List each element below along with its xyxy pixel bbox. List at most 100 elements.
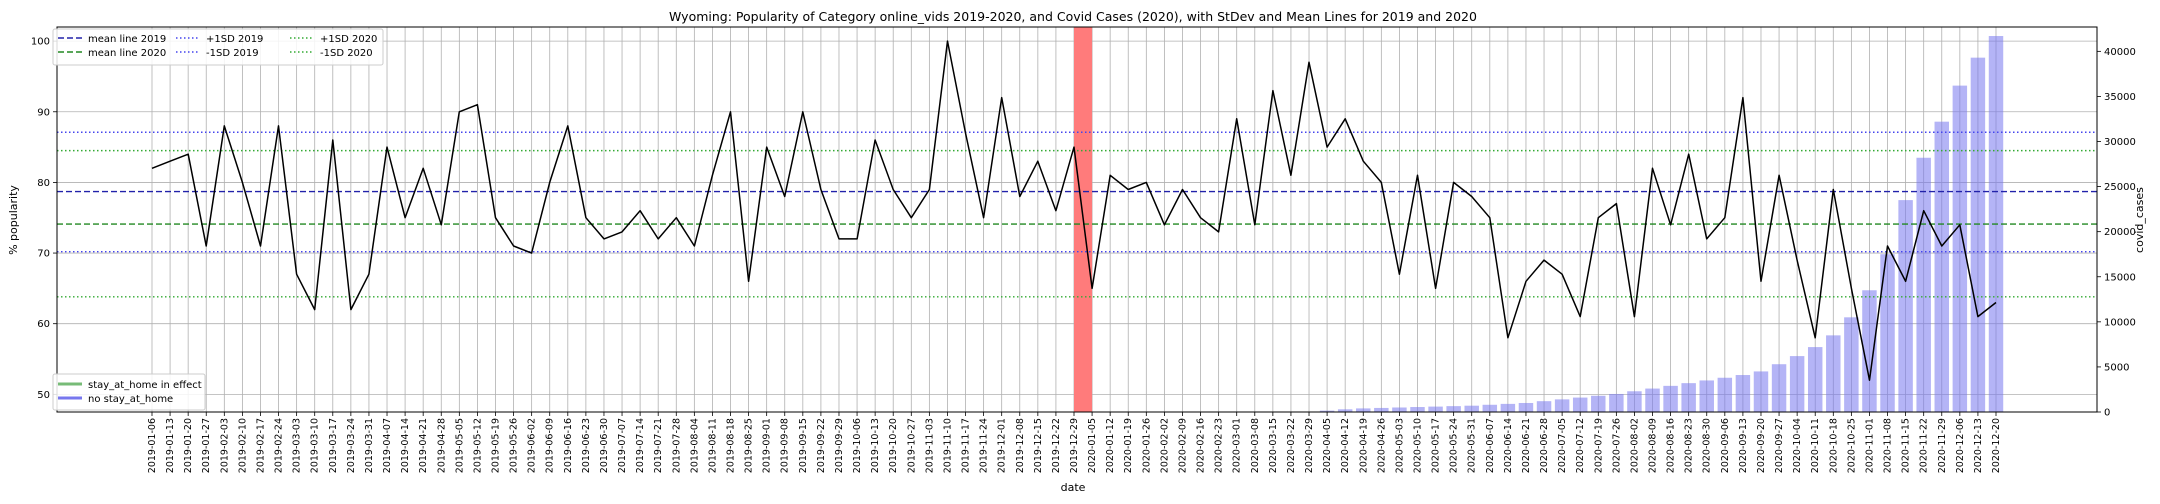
- covid-bar: [1699, 380, 1714, 412]
- covid-bar: [1952, 85, 1968, 412]
- y-tick-label: 50: [37, 390, 50, 401]
- covid-bar: [1753, 371, 1769, 412]
- x-tick-label: 2020-03-01: [1232, 418, 1243, 473]
- x-tick-label: 2020-09-06: [1720, 418, 1731, 473]
- x-tick-label: 2020-11-01: [1864, 418, 1875, 473]
- covid-bar: [1789, 356, 1805, 412]
- x-tick-label: 2020-07-05: [1557, 418, 1568, 473]
- x-tick-label: 2020-11-22: [1919, 418, 1930, 473]
- covid-bar: [1898, 200, 1913, 412]
- covid-bar: [1880, 254, 1895, 412]
- x-tick-label: 2019-03-17: [328, 418, 339, 473]
- x-axis-label: date: [1061, 481, 1086, 494]
- x-tick-label: 2020-06-28: [1539, 418, 1550, 473]
- x-tick-label: 2019-10-13: [870, 418, 881, 473]
- x-tick-label: 2019-09-29: [834, 418, 845, 473]
- y2-tick-label: 0: [2104, 408, 2110, 419]
- y2-tick-label: 10000: [2104, 317, 2136, 328]
- y2-tick-label: 25000: [2104, 182, 2136, 193]
- covid-bar: [1826, 335, 1841, 412]
- x-tick-label: 2019-11-24: [979, 418, 990, 473]
- x-tick-label: 2020-07-26: [1611, 418, 1622, 473]
- y2-tick-label: 20000: [2104, 227, 2136, 238]
- covid-bar: [1735, 375, 1751, 412]
- x-tick-label: 2020-10-25: [1846, 418, 1857, 473]
- legend-reference-lines: mean line 2019 mean line 2020 +1SD 2019 -1S…: [52, 28, 384, 66]
- plot-frame: [56, 26, 2098, 413]
- covid-bar: [1645, 388, 1660, 412]
- y-tick-label: 80: [37, 178, 50, 189]
- covid-bar: [1356, 408, 1371, 412]
- covid-bar: [1862, 290, 1877, 412]
- x-tick-label: 2020-11-29: [1937, 418, 1948, 473]
- x-tick-label: 2020-03-29: [1304, 418, 1315, 473]
- x-tick-label: 2020-09-20: [1756, 418, 1767, 473]
- covid-bar: [1934, 121, 1949, 413]
- x-tick-label: 2019-01-06: [147, 418, 158, 473]
- x-tick-label: 2020-10-04: [1792, 418, 1803, 473]
- x-tick-label: 2020-06-21: [1521, 418, 1532, 473]
- x-tick-label: 2019-12-22: [1051, 418, 1062, 473]
- x-tick-label: 2020-08-02: [1629, 418, 1640, 473]
- x-tick-label: 2020-01-12: [1105, 418, 1116, 473]
- x-tick-label: 2020-05-17: [1431, 418, 1442, 473]
- x-tick-label: 2019-02-03: [219, 418, 230, 473]
- x-tick-label: 2020-05-10: [1412, 418, 1423, 473]
- x-tick-label: 2019-03-24: [346, 418, 357, 473]
- x-tick-label: 2019-04-28: [436, 418, 447, 473]
- x-tick-label: 2019-12-08: [1015, 418, 1026, 473]
- x-tick-label: 2019-05-26: [509, 418, 520, 473]
- x-tick-label: 2019-08-18: [726, 418, 737, 473]
- covid-bar: [1572, 397, 1588, 412]
- x-tick-label: 2020-03-15: [1268, 418, 1279, 473]
- x-tick-label: 2020-12-13: [1973, 418, 1984, 473]
- x-tick-label: 2019-02-17: [255, 418, 266, 473]
- x-tick-label: 2019-08-11: [707, 418, 718, 473]
- x-tick-label: 2020-05-03: [1394, 418, 1405, 473]
- x-tick-label: 2019-09-01: [762, 418, 773, 473]
- x-tick-label: 2020-12-20: [1991, 418, 2002, 473]
- x-tick-label: 2020-02-09: [1177, 418, 1188, 473]
- covid-bar: [1374, 407, 1389, 412]
- x-tick-label: 2019-11-10: [942, 418, 953, 473]
- popularity-line: [151, 40, 1997, 381]
- x-tick-label: 2019-09-22: [816, 418, 827, 473]
- x-tick-label: 2019-12-15: [1033, 418, 1044, 473]
- x-tick-label: 2019-09-08: [780, 418, 791, 473]
- legend-label: +1SD 2019: [206, 34, 263, 45]
- x-tick-label: 2019-08-04: [689, 418, 700, 473]
- legend-box: [52, 373, 206, 411]
- x-tick-label: 2019-06-02: [527, 418, 538, 473]
- covid-bar: [1916, 157, 1931, 412]
- covid-bar: [1681, 383, 1696, 412]
- axes: 2019-01-06 2019-01-13 2019-01-20 2019-01-27…: [31, 37, 2136, 474]
- x-tick-label: 2019-10-20: [888, 418, 899, 473]
- x-tick-label: 2019-12-29: [1069, 418, 1080, 473]
- x-tick-label: 2020-08-23: [1684, 418, 1695, 473]
- legend-label: mean line 2020: [88, 48, 166, 59]
- covid-bar: [1807, 347, 1823, 412]
- covid-bar: [1446, 406, 1461, 412]
- x-tick-label: 2020-11-08: [1883, 418, 1894, 473]
- covid-bar: [1428, 406, 1443, 412]
- x-tick-label: 2020-04-26: [1376, 418, 1387, 473]
- x-tick-label: 2020-04-05: [1322, 418, 1333, 473]
- covid-bar: [1609, 393, 1624, 412]
- x-tick-label: 2020-04-12: [1340, 418, 1351, 473]
- covid-bar: [1392, 407, 1407, 412]
- x-tick-label: 2019-10-27: [906, 418, 917, 473]
- covid-bar: [1591, 395, 1606, 412]
- x-tick-label: 2020-08-09: [1648, 418, 1659, 473]
- legend-stay-at-home: stay_at_home in effect no stay_at_home: [52, 373, 206, 411]
- legend-label: no stay_at_home: [88, 394, 173, 405]
- covid-bar: [1337, 409, 1353, 412]
- x-tick-label: 2019-02-10: [237, 418, 248, 473]
- legend-label: mean line 2019: [88, 34, 166, 45]
- x-tick-label: 2020-09-27: [1774, 418, 1785, 473]
- covid-bar: [1410, 407, 1425, 412]
- x-tick-label: 2020-07-12: [1575, 418, 1586, 473]
- x-tick-label: 2020-03-22: [1286, 418, 1297, 473]
- x-tick-label: 2019-07-28: [671, 418, 682, 473]
- x-tick-label: 2019-04-21: [418, 418, 429, 473]
- x-tick-label: 2020-10-18: [1828, 418, 1839, 473]
